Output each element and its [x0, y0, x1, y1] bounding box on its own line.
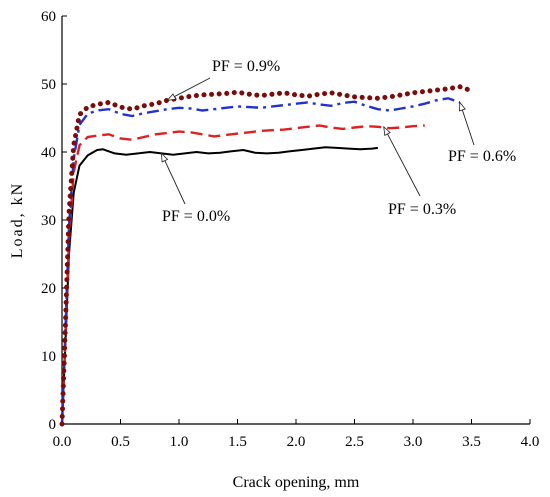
x-axis-title: Crack opening, mm — [233, 474, 360, 491]
x-tick-label: 3.5 — [462, 434, 481, 450]
axes — [61, 16, 530, 425]
x-tick-label: 1.5 — [228, 434, 247, 450]
annotation-arrowhead-pf-0-0- — [160, 152, 169, 163]
y-tick-label: 20 — [41, 281, 56, 297]
y-tick-label: 60 — [41, 9, 56, 25]
y-tick-label: 30 — [41, 213, 56, 229]
x-tick-label: 1.0 — [170, 434, 189, 450]
ticks: 0.0 0.5 1.0 1.5 2.0 2.5 3.0 3.5 4.0 0 10 20 30 40 50 60 — [41, 9, 539, 450]
y-tick-label: 10 — [41, 349, 56, 365]
x-tick-label: 3.0 — [404, 434, 423, 450]
annotation-arrowhead-pf-0-6- — [459, 101, 466, 112]
annotation-arrowhead-pf-0-9- — [166, 93, 177, 101]
series-line-pf-0-3- — [60, 124, 425, 425]
y-tick-label: 0 — [49, 417, 57, 433]
y-tick-label: 40 — [41, 145, 56, 161]
series-layer — [59, 84, 474, 427]
y-axis-title: Load, kN — [9, 182, 26, 258]
x-tick-label: 0.0 — [53, 434, 72, 450]
annotation-label-pf-0-3-: PF = 0.3% — [388, 201, 456, 218]
annotations: PF = 0.9% PF = 0.6% PF = 0.3% PF = 0.0% — [160, 58, 516, 225]
series-line-pf-0-9- — [59, 84, 474, 427]
x-tick-label: 2.0 — [287, 434, 306, 450]
annotation-label-pf-0-6-: PF = 0.6% — [448, 148, 516, 165]
annotation-arrow-pf-0-3- — [383, 126, 421, 197]
x-tick-label: 2.5 — [345, 434, 364, 450]
series-line-pf-0-6- — [60, 97, 461, 425]
x-tick-label: 0.5 — [111, 434, 130, 450]
x-tick-label: 4.0 — [521, 434, 540, 450]
annotation-label-pf-0-9-: PF = 0.9% — [212, 58, 280, 75]
annotation-label-pf-0-0-: PF = 0.0% — [162, 208, 230, 225]
series-line-pf-0-0- — [61, 146, 379, 425]
annotation-arrowhead-pf-0-3- — [383, 125, 391, 136]
annotation-arrow-pf-0-0- — [161, 153, 186, 205]
y-tick-label: 50 — [41, 77, 56, 93]
